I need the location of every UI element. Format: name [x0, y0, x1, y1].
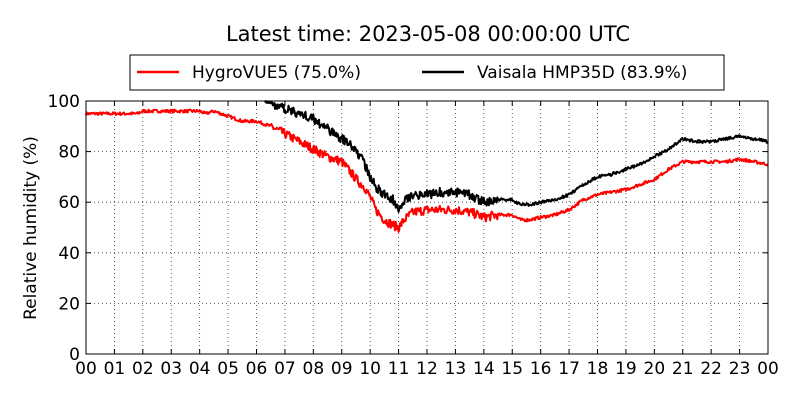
legend: HygroVUE5 (75.0%) Vaisala HMP35D (83.9%)	[129, 54, 725, 91]
x-tick-label: 09	[331, 359, 353, 379]
series-line-hygrovue5	[85, 108, 769, 233]
x-tick-label: 00	[75, 359, 97, 379]
legend-label-vaisala: Vaisala HMP35D (83.9%)	[477, 63, 687, 83]
x-tick-label: 06	[246, 359, 268, 379]
x-tick-label: 01	[104, 359, 126, 379]
x-tick-label: 18	[587, 359, 609, 379]
x-tick-label: 15	[501, 359, 523, 379]
x-tick-label: 21	[672, 359, 694, 379]
grid	[86, 101, 768, 354]
x-tick-label: 04	[189, 359, 211, 379]
y-tick-label: 0	[69, 345, 80, 365]
x-tick-label: 03	[160, 359, 182, 379]
y-tick-label: 20	[58, 294, 80, 314]
axis-ticks: 00 01 02 03 04 05 06 07 08 09 10 11 12 13 14 15 16 17 18 19…	[48, 92, 779, 379]
chart-title: Latest time: 2023-05-08 00:00:00 UTC	[226, 22, 630, 46]
x-tick-label: 12	[416, 359, 438, 379]
series-layer	[85, 100, 769, 233]
x-tick-label: 10	[359, 359, 381, 379]
y-tick-label: 40	[58, 244, 80, 264]
x-tick-label: 08	[303, 359, 325, 379]
y-tick-label: 100	[48, 92, 80, 112]
legend-label-hygrovue5: HygroVUE5 (75.0%)	[192, 63, 361, 83]
x-tick-label: 20	[644, 359, 666, 379]
x-tick-label: 14	[473, 359, 495, 379]
x-tick-label: 07	[274, 359, 296, 379]
x-tick-label: 19	[615, 359, 637, 379]
x-tick-label: 11	[388, 359, 410, 379]
x-tick-label: 17	[558, 359, 580, 379]
y-axis-label: Relative humidity (%)	[21, 136, 41, 320]
y-tick-label: 80	[58, 143, 80, 163]
x-tick-label: 22	[700, 359, 722, 379]
x-tick-label: 23	[729, 359, 751, 379]
x-tick-label: 00	[757, 359, 779, 379]
x-tick-label: 02	[132, 359, 154, 379]
y-tick-label: 60	[58, 193, 80, 213]
plot-frame	[85, 100, 769, 355]
series-line-vaisala	[264, 100, 769, 213]
x-tick-label: 16	[530, 359, 552, 379]
x-tick-label: 05	[217, 359, 239, 379]
x-tick-label: 13	[445, 359, 467, 379]
